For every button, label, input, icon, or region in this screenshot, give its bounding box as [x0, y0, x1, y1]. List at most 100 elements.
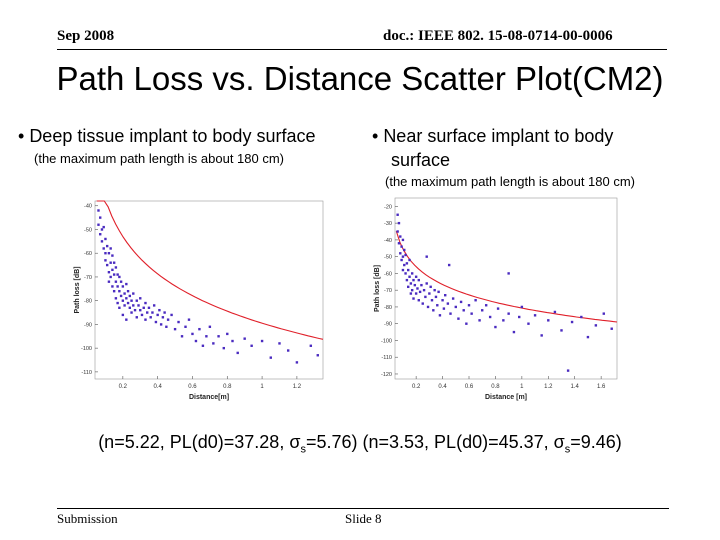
data-point [278, 342, 281, 345]
data-point [397, 221, 401, 225]
data-point [465, 322, 468, 325]
header-doc-id: doc.: IEEE 802. 15-08-0714-00-0006 [383, 28, 613, 44]
right-bullet-line1: Near surface implant to body [383, 126, 614, 146]
data-point [408, 275, 411, 278]
data-point [425, 282, 428, 285]
y-tick-label: -110 [381, 355, 392, 361]
data-point [166, 318, 170, 321]
data-point [118, 306, 121, 309]
data-point [397, 242, 401, 245]
y-tick-label: -30 [384, 221, 392, 227]
data-point [149, 316, 152, 319]
data-point [130, 299, 133, 302]
x-tick-label: 1 [520, 384, 524, 390]
data-point [269, 356, 272, 359]
data-point [488, 315, 492, 319]
data-point [135, 316, 138, 319]
data-point [102, 247, 105, 250]
data-point [125, 282, 128, 286]
x-tick-label: 0.8 [491, 384, 500, 390]
data-point [410, 288, 414, 292]
slide-title: Path Loss vs. Distance Scatter Plot(CM2) [56, 60, 664, 97]
caption-left-text: (n=5.22, PL(d0)=37.28, σ [98, 432, 301, 452]
data-point [401, 268, 405, 272]
data-point [154, 320, 158, 324]
data-point [494, 325, 497, 329]
data-point [420, 283, 423, 287]
data-point [99, 233, 102, 236]
data-point [430, 299, 434, 302]
y-tick-label: -90 [384, 322, 392, 328]
data-point [570, 320, 574, 324]
data-point [105, 263, 109, 267]
data-point [105, 244, 109, 248]
data-point [295, 361, 299, 364]
left-bullet-text: Deep tissue implant to body surface [29, 126, 316, 146]
data-point [100, 228, 104, 231]
data-point [114, 266, 118, 269]
x-tick-label: 1.4 [571, 384, 580, 390]
data-point [184, 325, 187, 328]
data-point [100, 240, 104, 243]
data-point [260, 339, 264, 343]
data-point [116, 273, 119, 276]
data-point [102, 225, 105, 229]
data-point [114, 297, 118, 300]
data-point [399, 252, 402, 255]
data-point [135, 299, 138, 302]
data-point [409, 282, 413, 285]
data-point [132, 292, 135, 295]
data-point [125, 297, 128, 300]
data-point [156, 313, 159, 317]
y-tick-label: -80 [384, 305, 392, 311]
y-tick-label: -70 [84, 275, 92, 281]
data-point [467, 304, 471, 307]
data-point [470, 312, 473, 315]
data-point [222, 346, 225, 350]
data-point [201, 344, 205, 347]
data-point [407, 268, 410, 272]
data-point [121, 299, 125, 302]
data-point [121, 285, 125, 288]
data-point [97, 209, 100, 212]
data-point [118, 275, 121, 279]
data-point [161, 316, 165, 319]
data-point [180, 335, 184, 338]
data-point [594, 324, 598, 327]
data-point [507, 312, 510, 315]
x-tick-label: 0.2 [119, 384, 128, 390]
data-point [512, 330, 516, 334]
plot-area [94, 200, 324, 380]
data-point [97, 223, 100, 226]
data-point [139, 297, 142, 300]
data-point [126, 289, 130, 293]
y-tick-label: -110 [81, 370, 92, 376]
caption-right-end: =9.46) [570, 432, 622, 452]
data-point [104, 252, 107, 255]
data-point [560, 329, 563, 332]
data-point [243, 337, 246, 340]
data-point [128, 294, 132, 298]
data-point [413, 283, 417, 287]
data-point [165, 325, 168, 328]
data-point [533, 314, 537, 317]
data-point [446, 302, 450, 305]
data-point [496, 307, 500, 310]
data-point [159, 323, 163, 326]
data-point [540, 334, 543, 337]
data-point [462, 309, 465, 312]
x-tick-label: 1.6 [597, 384, 606, 390]
data-point [112, 289, 116, 293]
data-point [436, 304, 439, 307]
data-point [121, 313, 125, 317]
data-point [119, 280, 123, 283]
data-point [137, 304, 140, 307]
data-point [111, 254, 114, 257]
data-point [547, 319, 550, 322]
data-point [208, 325, 212, 328]
data-point [434, 295, 438, 299]
data-point [433, 288, 436, 292]
data-point [194, 339, 198, 343]
data-point [405, 278, 409, 282]
data-point [447, 263, 451, 267]
